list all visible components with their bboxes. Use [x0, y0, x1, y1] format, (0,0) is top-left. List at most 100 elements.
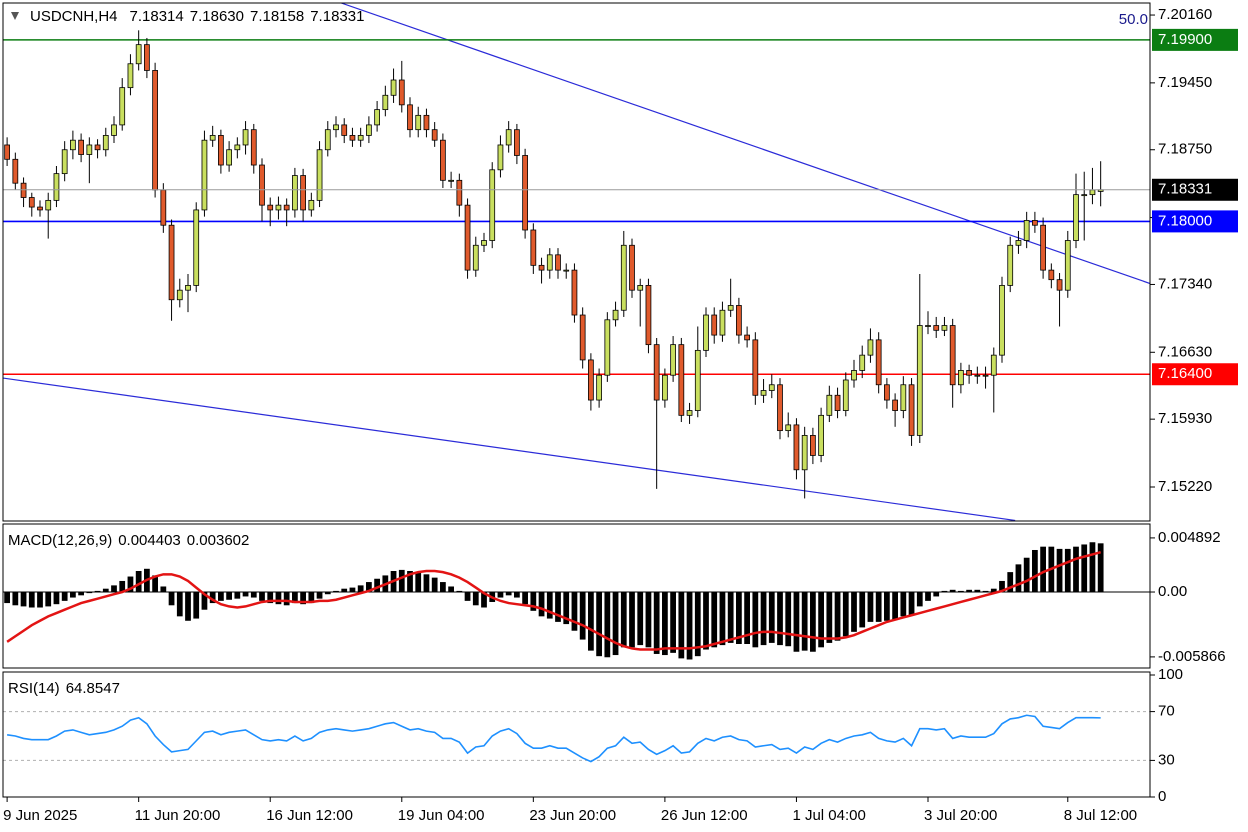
macd-bar: [974, 589, 981, 593]
candle-body: [694, 349, 701, 411]
macd-bar: [1032, 549, 1038, 593]
macd-bar: [1064, 548, 1071, 593]
candle-body: [785, 424, 792, 432]
candle-body: [283, 204, 290, 211]
macd-bar: [555, 592, 561, 622]
rsi-line: [6, 714, 1101, 763]
macd-bar: [596, 592, 602, 657]
level-label-box: [1152, 363, 1238, 386]
macd-plot: [3, 542, 1150, 660]
macd-bar: [678, 592, 685, 659]
macd-bar: [193, 592, 200, 619]
macd-bar: [826, 592, 833, 643]
level-label: 7.19900: [1158, 31, 1212, 48]
y-tick-label: -0.005866: [1158, 648, 1226, 665]
candle-body: [596, 374, 602, 401]
y-tick-label: 30: [1158, 751, 1175, 768]
macd-bar: [727, 592, 734, 643]
candle-body: [185, 285, 191, 291]
macd-bar: [1015, 564, 1022, 593]
macd-bar: [341, 588, 348, 593]
candle-body: [407, 104, 413, 131]
macd-bar: [1089, 542, 1096, 593]
candle-body: [1064, 240, 1071, 291]
candle-body: [259, 164, 265, 206]
macd-bar: [250, 592, 257, 598]
y-tick-label: 7.20160: [1158, 6, 1212, 23]
y-tick-label: 0.00: [1158, 583, 1187, 600]
macd-bar: [86, 592, 93, 594]
macd-bar: [571, 592, 578, 631]
macd-bar: [168, 592, 175, 606]
macd-bar: [1097, 543, 1104, 593]
y-tick-label: 70: [1158, 703, 1175, 720]
candle-body: [28, 197, 35, 208]
candle-body: [1007, 244, 1014, 286]
candle-body: [538, 264, 545, 271]
macd-bar: [152, 575, 158, 593]
trend-line: [339, 3, 1150, 285]
y-tick-label: 0: [1158, 788, 1166, 805]
candle-body: [209, 135, 216, 141]
macd-bar: [45, 592, 52, 607]
candle-body: [45, 199, 52, 211]
candle-body: [777, 384, 783, 432]
candle-body: [629, 244, 635, 291]
macd-bar: [777, 592, 783, 646]
candle-body: [505, 129, 512, 146]
macd-bar: [324, 592, 331, 595]
candle-body: [497, 144, 504, 171]
macd-bar: [653, 592, 660, 654]
candle-body: [711, 314, 718, 336]
macd-bar: [579, 592, 586, 640]
candle-body: [357, 135, 364, 141]
macd-bar: [316, 592, 323, 599]
macd-bar: [1081, 544, 1088, 593]
x-tick-label: 11 Jun 20:00: [135, 807, 221, 824]
candle-body: [744, 334, 750, 341]
macd-bar: [275, 592, 282, 605]
candle-body: [308, 199, 315, 211]
ohlc-low: 7.18158: [250, 8, 304, 25]
macd-bar: [366, 582, 372, 593]
macd-title: MACD(12,26,9): [8, 532, 112, 549]
rsi-last: 64.8547: [66, 680, 120, 697]
macd-bar: [226, 592, 232, 600]
candle-body: [316, 149, 323, 201]
macd-bar: [719, 592, 726, 646]
candle-body: [999, 285, 1005, 356]
macd-bar: [530, 592, 537, 611]
macd-bar: [448, 586, 454, 593]
price-frame: [2, 2, 1151, 522]
macd-bar: [28, 592, 35, 608]
macd-bar: [127, 576, 134, 593]
candle-body: [472, 244, 479, 271]
signal-line: [6, 550, 1101, 651]
candle-body: [119, 87, 126, 126]
macd-bar: [563, 592, 570, 625]
macd-bar: [308, 592, 315, 604]
candle-body: [842, 379, 849, 411]
y-tick-label: 7.18750: [1158, 141, 1212, 158]
macd-bar: [481, 592, 487, 608]
macd-bar: [259, 592, 265, 601]
candle-body: [982, 374, 989, 377]
candle-body: [892, 399, 898, 411]
y-tick-label: 0.004892: [1158, 529, 1221, 546]
current-price-box: [1152, 178, 1238, 201]
candle-body: [908, 384, 915, 436]
candle-body: [127, 63, 134, 89]
rsi-title: RSI(14): [8, 680, 60, 697]
candle-body: [218, 135, 224, 166]
candle-body: [867, 339, 874, 356]
signal-last: 0.003602: [187, 532, 250, 549]
macd-bar: [456, 590, 463, 593]
candle-body: [12, 158, 19, 184]
symbol-icon: [11, 12, 19, 20]
level-label: 7.16400: [1158, 365, 1212, 382]
candle-body: [810, 434, 816, 456]
candle-body: [78, 139, 84, 155]
macd-bar: [1023, 557, 1030, 593]
candle-body: [193, 209, 200, 286]
macd-bar: [185, 592, 191, 621]
